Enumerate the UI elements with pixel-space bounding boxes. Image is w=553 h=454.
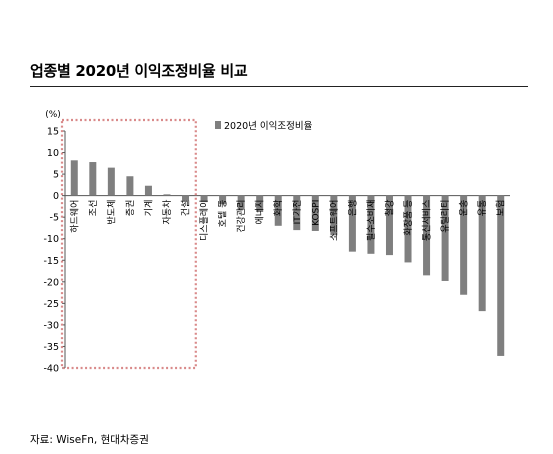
y-tick-label: 5 [53, 170, 59, 181]
bar [423, 195, 431, 276]
bar [348, 195, 356, 252]
x-category-label: 철강 [384, 200, 395, 217]
y-tick-label: -35 [43, 342, 59, 353]
x-category-label: 은행 [346, 200, 358, 217]
x-category-label: KOSPI [311, 200, 321, 226]
legend-label: 2020년 이익조정비율 [224, 120, 313, 132]
y-unit-label: (%) [45, 110, 61, 120]
y-tick-label: -10 [43, 234, 59, 245]
bar [219, 195, 227, 205]
bar [441, 195, 449, 281]
x-category-label: 기계 [142, 200, 154, 217]
y-tick-label: -25 [43, 299, 59, 310]
x-category-label: 건설 [181, 200, 192, 217]
bar [256, 195, 264, 213]
bar [367, 195, 375, 254]
bar [404, 195, 412, 263]
bar [330, 195, 338, 236]
x-category-label: 화장품 등 [403, 200, 414, 236]
x-category-label: 운송 [459, 200, 470, 217]
y-tick-label: 15 [47, 127, 59, 138]
bar [163, 194, 171, 196]
x-category-label: 하드웨어 [68, 200, 80, 233]
y-tick-label: 0 [53, 191, 59, 202]
bar [182, 195, 190, 201]
bar [200, 195, 208, 203]
bar [478, 195, 486, 312]
x-category-label: 조선 [88, 200, 99, 217]
bar [107, 167, 115, 196]
x-category-label: 화학 [273, 200, 284, 217]
bar [237, 195, 245, 210]
x-category-label: 보험 [496, 200, 507, 217]
bar [497, 195, 505, 356]
x-category-label: 필수소비재 [365, 200, 377, 241]
bar [274, 195, 282, 226]
y-tick-label: -30 [43, 320, 59, 331]
x-category-label: 소프트웨어 [328, 200, 340, 241]
y-tick-label: -15 [43, 256, 59, 267]
y-tick-label: -5 [50, 213, 59, 224]
source-note: 자료: WiseFn, 현대차증권 [30, 434, 149, 446]
bar [70, 160, 78, 196]
x-category-label: 에너지 [255, 200, 266, 225]
title-divider [30, 86, 528, 87]
bar [293, 195, 301, 231]
x-category-label: 유틸리티 [440, 200, 451, 233]
x-category-label: 호텔 등 [217, 200, 229, 228]
bar [126, 176, 134, 196]
highlight-box [60, 118, 197, 370]
x-category-label: 건강관리 [236, 200, 247, 233]
y-tick-label: -20 [43, 277, 59, 288]
bar [460, 195, 468, 295]
x-category-label: 반도체 [106, 200, 117, 225]
y-tick-label: -40 [43, 364, 59, 375]
legend-swatch [215, 121, 221, 129]
bar [89, 162, 97, 196]
y-tick-label: 10 [47, 148, 59, 159]
x-category-label: 자동차 [161, 199, 173, 225]
x-category-label: 증권 [124, 200, 136, 217]
x-category-label: 유통 [477, 200, 488, 217]
x-category-label: 통신서비스 [422, 200, 433, 241]
chart-title: 업종별 2020년 이익조정비율 비교 [30, 62, 248, 80]
x-category-label: IT가전 [292, 200, 303, 225]
x-category-label: 디스플레이 [199, 200, 210, 241]
bar [385, 195, 393, 256]
bar [144, 185, 152, 196]
bar [311, 195, 319, 231]
